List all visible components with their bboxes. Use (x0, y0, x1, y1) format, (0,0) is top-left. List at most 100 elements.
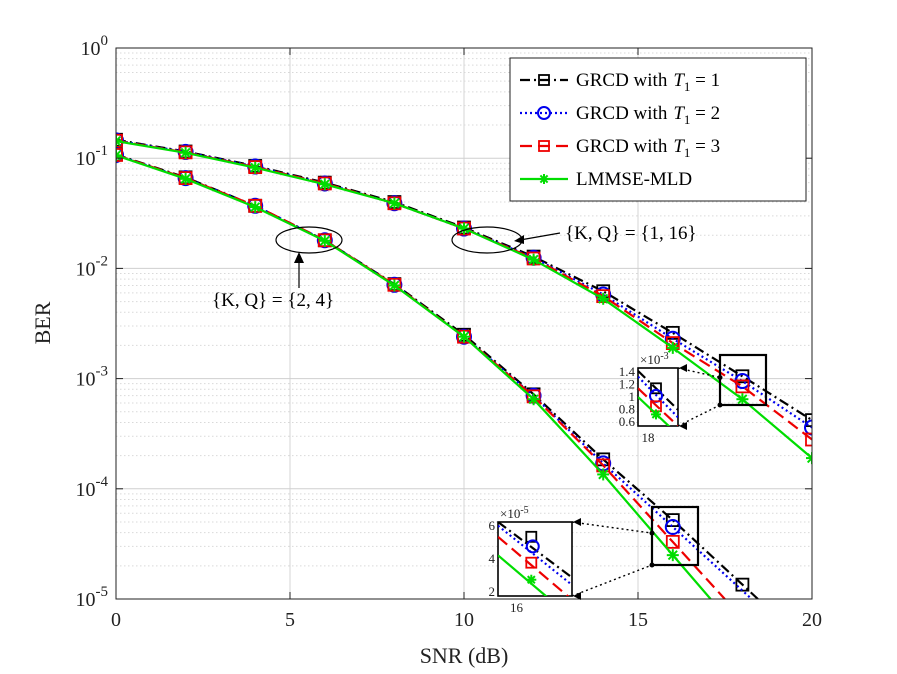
x-tick-label: 0 (111, 609, 121, 631)
data-point (666, 549, 679, 562)
inset-multiplier: ×10-3 (640, 351, 669, 367)
legend-entry: GRCD with T1 = 3 (520, 136, 720, 160)
data-point (537, 106, 551, 120)
x-axis-label: SNR (dB) (420, 643, 509, 668)
data-point (538, 140, 550, 152)
inset-series-line (498, 524, 572, 586)
arrowhead (294, 252, 304, 263)
inset-y-tick-label: 6 (489, 518, 496, 533)
connector-dot (717, 375, 723, 380)
arrowhead (573, 518, 581, 526)
inset-lower: 6 4 2 16 ×10-5 (489, 505, 700, 615)
data-point (736, 393, 749, 406)
inset-series-line (498, 554, 548, 596)
legend: GRCD with T1 = 1 GRCD with T1 = 2 GRCD with T… (509, 57, 807, 202)
inset-x-tick-label: 16 (510, 600, 524, 615)
y-tick-label: 10-3 (76, 364, 109, 391)
inset-connector (677, 367, 721, 379)
series-24-3 (116, 149, 712, 599)
data-point (179, 146, 192, 159)
inset-x-tick-label: 18 (642, 430, 655, 445)
data-point (597, 292, 610, 305)
data-point (116, 132, 124, 149)
inset-y-tick-label: 4 (489, 551, 496, 566)
inset-series-line (498, 522, 572, 579)
data-point (527, 393, 540, 406)
inset-y-tick-label: 2 (489, 584, 496, 599)
data-point (735, 577, 750, 592)
inset-upper: 1.41.210.80.6 18 ×10-3 (619, 351, 768, 445)
connector-dot (649, 530, 655, 536)
data-point (177, 170, 194, 187)
connector-dot (649, 562, 655, 568)
data-point (805, 432, 812, 447)
x-tick-label: 15 (628, 609, 648, 631)
data-point (666, 341, 679, 354)
group-ellipse-2-4 (275, 226, 343, 254)
connector-dot (717, 402, 723, 408)
data-point (525, 530, 538, 543)
zoom-region-box (650, 505, 700, 567)
annotations: {K, Q} = {1, 16} {K, Q} = {2, 4} (212, 223, 697, 311)
legend-entry: GRCD with T1 = 2 (520, 103, 720, 127)
data-point (179, 172, 192, 185)
data-point (735, 379, 750, 394)
legend-label: LMMSE-MLD (576, 169, 692, 190)
annotation-k-q-1-16: {K, Q} = {1, 16} (565, 223, 697, 244)
data-point (388, 197, 401, 210)
data-point (458, 330, 470, 343)
data-point (597, 468, 610, 481)
data-point (456, 328, 472, 345)
data-point (804, 419, 812, 436)
arrowhead (679, 422, 687, 430)
data-point (806, 452, 812, 465)
data-point (249, 201, 262, 214)
data-point (249, 161, 262, 174)
data-point (664, 519, 681, 536)
data-point (805, 413, 812, 428)
arrowhead (573, 592, 581, 600)
inset-series-line (638, 387, 678, 426)
inset-series-line (498, 535, 570, 596)
x-tick-label: 10 (454, 609, 474, 631)
inset-y-tick-label: 0.6 (619, 414, 636, 429)
data-point (388, 279, 401, 292)
data-point (665, 513, 680, 527)
inset-y-tick-label: 0.8 (619, 402, 635, 417)
annotation-k-q-2-4: {K, Q} = {2, 4} (212, 290, 334, 311)
data-point (527, 253, 540, 266)
data-point (386, 276, 403, 293)
data-point (318, 178, 331, 191)
inset-multiplier: ×10-5 (500, 505, 529, 521)
y-tick-label: 10-5 (76, 584, 109, 611)
y-tick-label: 10-1 (76, 143, 109, 170)
annotation-arrow-1-16 (519, 232, 561, 241)
x-tick-label: 20 (802, 609, 822, 631)
data-point (525, 556, 538, 569)
data-point (116, 146, 124, 163)
y-tick-label: 10-4 (76, 474, 109, 501)
inset-y-tick-label: 1.4 (619, 364, 636, 379)
data-point (538, 74, 550, 86)
data-point (651, 409, 661, 420)
data-point (665, 534, 680, 549)
legend-entry: LMMSE-MLD (520, 169, 692, 190)
series-116-3 (116, 135, 812, 465)
data-point (525, 539, 540, 554)
insets: 1.41.210.80.6 18 ×10-3 6 4 2 16 ×10-5 (489, 351, 768, 615)
inset-y-tick-label: 1.2 (619, 377, 635, 392)
legend-label: GRCD with T1 = 2 (576, 103, 720, 127)
y-tick-label: 10-2 (76, 253, 109, 280)
legend-label: GRCD with T1 = 1 (576, 70, 720, 94)
arrowhead (679, 364, 687, 372)
x-tick-label: 5 (285, 609, 295, 631)
axis-ticks: 0 5 10 15 20 100 10-1 10-2 10-3 10-4 10-5 (76, 33, 823, 631)
data-point (316, 232, 333, 249)
series-line (116, 138, 812, 422)
data-point (539, 174, 549, 184)
inset-y-tick-label: 1 (629, 389, 636, 404)
data-point (318, 234, 331, 247)
legend-label: GRCD with T1 = 3 (576, 136, 720, 160)
arrowhead (514, 235, 524, 244)
